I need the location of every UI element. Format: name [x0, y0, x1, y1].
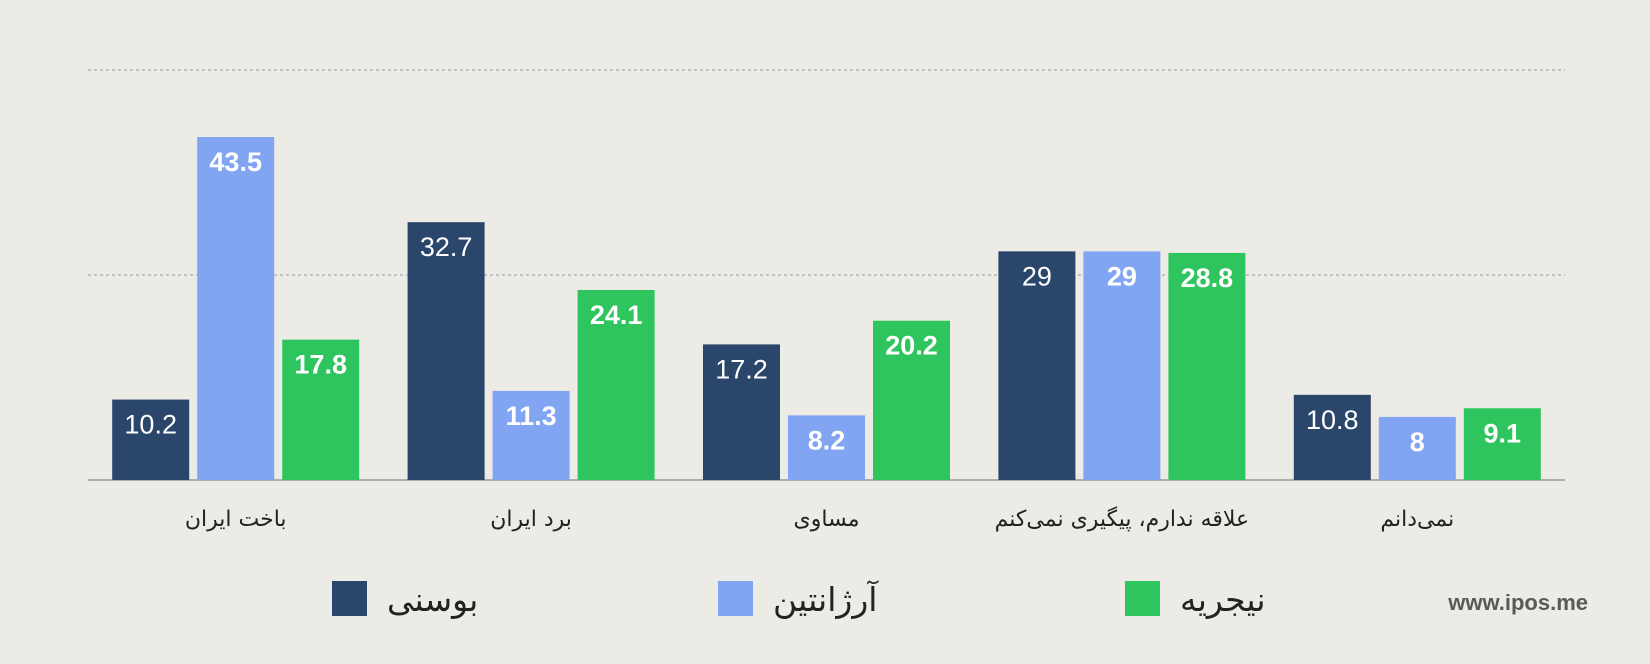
data-label: 29 — [1022, 261, 1052, 291]
category-label: برد ایران — [490, 507, 572, 532]
category-label: مساوی — [794, 507, 860, 532]
data-label: 8 — [1410, 427, 1425, 457]
bar — [998, 251, 1076, 480]
data-label: 43.5 — [209, 147, 262, 177]
data-label: 32.7 — [420, 232, 473, 262]
data-label: 28.8 — [1181, 263, 1234, 293]
bar — [1083, 251, 1161, 480]
data-label: 10.8 — [1306, 405, 1359, 435]
data-label: 9.1 — [1484, 418, 1522, 448]
data-label: 20.2 — [885, 331, 938, 361]
bar — [1168, 252, 1246, 480]
data-label: 8.2 — [808, 425, 846, 455]
data-label: 29 — [1107, 261, 1137, 291]
legend-swatch — [1125, 581, 1160, 616]
bar — [703, 344, 780, 480]
data-label: 17.8 — [294, 350, 347, 380]
category-label: علاقه ندارم، پیگیری نمی‌کنم — [995, 506, 1250, 532]
category-label: نمی‌دانم — [1380, 507, 1454, 532]
bar — [1293, 394, 1371, 480]
data-label: 10.2 — [124, 410, 177, 440]
bar — [788, 415, 865, 480]
legend-label: نیجریه — [1180, 580, 1266, 619]
data-label: 24.1 — [590, 300, 643, 330]
bar — [1463, 408, 1541, 480]
bar — [282, 339, 360, 480]
bar — [1378, 416, 1456, 480]
legend-label: آرژانتین — [773, 580, 879, 619]
data-label: 17.2 — [715, 354, 768, 384]
bar — [197, 137, 275, 480]
bar — [112, 399, 190, 480]
legend-swatch — [718, 581, 753, 616]
watermark: www.ipos.me — [1448, 590, 1588, 615]
bar — [577, 289, 655, 480]
data-label: 11.3 — [506, 401, 557, 431]
bar — [873, 320, 950, 480]
bar — [407, 222, 485, 480]
legend-label: بوسنی — [387, 580, 478, 619]
category-label: باخت ایران — [185, 507, 287, 532]
legend-swatch — [332, 581, 367, 616]
bar — [492, 390, 570, 480]
